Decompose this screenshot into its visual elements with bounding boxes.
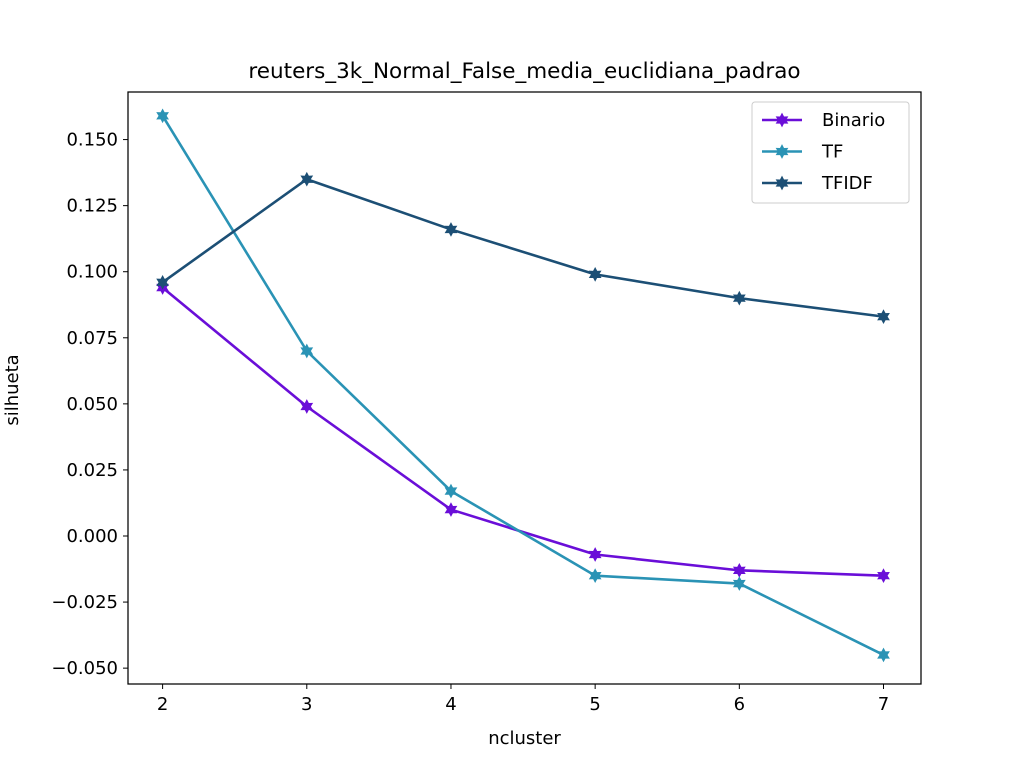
data-point-binario [300,399,314,414]
legend-marker-binario [775,112,789,128]
y-tick-label: 0.100 [66,262,118,283]
data-point-tf [877,647,890,663]
y-tick-label: 0.000 [66,526,118,547]
data-point-tf [732,576,746,591]
data-point-tf [156,108,169,124]
data-point-binario [444,502,458,517]
axes-frame [127,91,922,685]
x-tick-label: 4 [445,694,456,715]
data-point-binario [877,568,890,583]
y-tick-label: 0.150 [66,130,118,151]
data-point-tf [300,343,314,359]
x-tick-label: 7 [878,694,889,715]
data-point-tf [444,483,458,499]
plot-area: 2 3 4 5 6 7 −0.050 −0.025 0.000 0.025 0.050 0.075 0.… [51,91,922,715]
data-point-tfidf [300,171,314,187]
x-axis-title: ncluster [488,728,561,749]
y-tick-label: 0.025 [66,460,118,481]
legend-label-binario: Binario [822,110,885,131]
data-point-tfidf [732,290,746,306]
data-point-binario [588,547,602,562]
series-line-tf [161,115,885,657]
x-tick-label: 3 [301,694,312,715]
y-tick-label: −0.050 [51,658,118,679]
legend-label-tf: TF [821,142,843,163]
legend-label-tfidf: TFIDF [821,173,873,194]
y-tick-label: 0.125 [66,196,118,217]
data-point-tfidf [444,222,458,237]
x-tick-label: 6 [734,694,745,715]
x-tick-label: 2 [157,694,168,715]
chart-title: reuters_3k_Normal_False_media_euclidiana… [248,59,800,84]
y-tick-label: −0.025 [51,592,118,613]
legend-marker-tf [775,144,789,159]
data-point-tf [588,568,602,583]
series-line-tfidf [161,177,884,318]
y-axis-title: silhueta [2,354,23,425]
data-point-tfidf [588,267,602,282]
data-point-tfidf [877,309,890,324]
x-tick-label: 5 [589,694,600,715]
legend-box [751,101,910,204]
y-tick-label: 0.050 [66,394,118,415]
y-tick-label: 0.075 [66,328,118,349]
legend-marker-tfidf [775,175,789,191]
data-point-tfidf [156,274,169,290]
